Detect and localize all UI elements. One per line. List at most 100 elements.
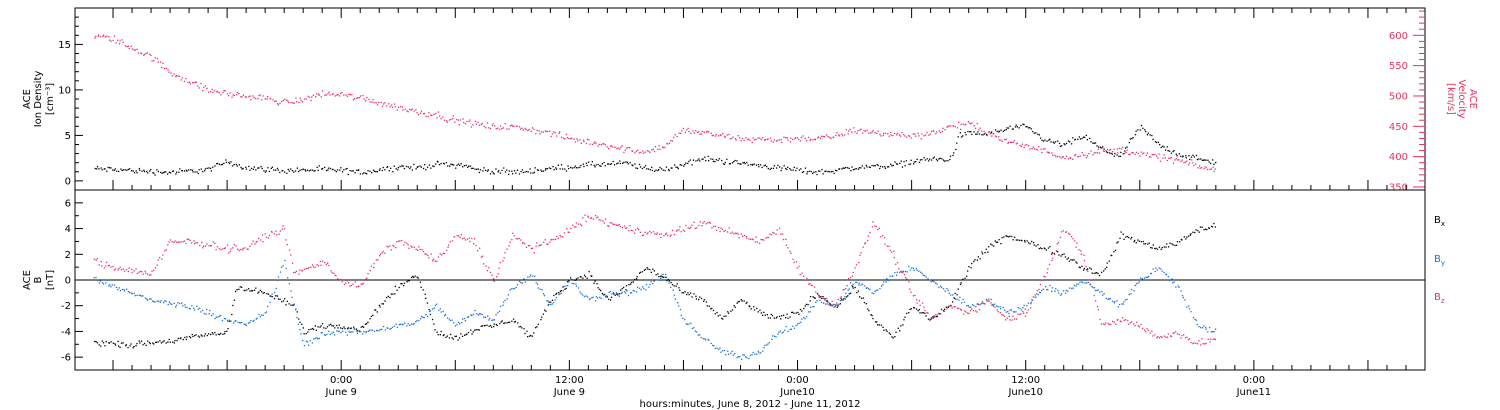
- velocity-axis-label-line3: [km/s]: [1445, 83, 1456, 115]
- top-series-1-point: [998, 136, 1000, 138]
- bottom-series-0-point: [508, 321, 511, 323]
- bottom-series-0-point: [203, 335, 206, 337]
- top-series-1-point: [1178, 159, 1180, 161]
- bottom-series-1-point: [630, 292, 633, 294]
- top-series-1-point: [416, 112, 418, 114]
- bottom-series-1-point: [880, 285, 883, 287]
- bottom-series-0-point: [756, 307, 758, 309]
- top-series-0-point: [1193, 156, 1195, 158]
- top-series-1-point: [1051, 152, 1053, 154]
- top-series-0-point: [887, 166, 889, 168]
- bottom-series-1-point: [674, 298, 676, 300]
- top-series-0-point: [527, 171, 529, 173]
- top-series-0-point: [565, 170, 568, 172]
- bottom-series-0-point: [261, 291, 263, 293]
- top-series-0-point: [451, 163, 453, 166]
- top-series-0-point: [877, 164, 879, 167]
- bottom-series-0-point: [604, 293, 606, 296]
- bottom-series-2-point: [1016, 318, 1018, 320]
- bottom-series-0-point: [821, 297, 823, 300]
- top-series-0-point: [1161, 145, 1164, 147]
- bottom-series-0-point: [1206, 228, 1208, 231]
- top-series-1-point: [893, 132, 896, 135]
- top-series-0-point: [981, 134, 983, 136]
- bottom-series-2-point: [696, 227, 698, 229]
- top-series-1-point: [460, 119, 462, 121]
- top-series-0-point: [327, 167, 330, 169]
- bottom-series-2-point: [884, 243, 886, 245]
- top-series-1-point: [728, 133, 730, 136]
- top-series-1-point: [1135, 151, 1138, 153]
- top-series-0-point: [204, 170, 206, 172]
- bottom-series-2-point: [171, 241, 173, 243]
- bottom-series-0-point: [378, 304, 381, 306]
- top-series-0-point: [403, 167, 406, 170]
- top-series-1-point: [706, 130, 709, 132]
- bottom-series-1-point: [994, 303, 996, 305]
- bottom-series-2-point: [848, 277, 850, 280]
- top-series-1-point: [145, 52, 147, 55]
- bottom-series-2-point: [639, 231, 642, 233]
- bottom-series-0-point: [906, 312, 908, 315]
- bottom-series-1-point: [664, 273, 667, 275]
- bottom-series-1-point: [645, 283, 648, 286]
- bottom-series-1-point: [997, 306, 999, 308]
- bottom-series-1-point: [175, 304, 178, 306]
- bottom-series-2-point: [512, 232, 514, 234]
- top-series-1-point: [134, 49, 136, 51]
- bottom-series-0-point: [933, 316, 935, 318]
- top-series-0-point: [1038, 134, 1040, 136]
- bottom-series-0-point: [165, 342, 167, 344]
- bottom-series-0-point: [305, 333, 307, 335]
- top-series-1-point: [351, 94, 353, 96]
- bottom-series-0-point: [217, 333, 220, 335]
- top-series-0-point: [679, 164, 681, 166]
- top-series-0-point: [671, 167, 673, 169]
- bottom-series-2-point: [1156, 337, 1158, 339]
- bottom-series-1-point: [1068, 287, 1071, 289]
- bottom-series-2-point: [656, 232, 658, 234]
- top-series-0-point: [424, 164, 426, 166]
- top-series-1-point: [772, 141, 774, 143]
- top-series-1-point: [960, 123, 962, 126]
- bottom-series-0-point: [506, 322, 508, 324]
- bottom-series-0-point: [1143, 243, 1145, 245]
- bottom-series-2-point: [191, 242, 193, 244]
- top-series-1-point: [213, 89, 216, 92]
- top-series-0-point: [780, 169, 782, 172]
- bottom-series-2-point: [249, 245, 251, 247]
- bottom-series-0-point: [606, 296, 608, 298]
- bottom-series-1-point: [1076, 283, 1078, 285]
- bottom-series-1-point: [885, 281, 887, 283]
- top-series-0-point: [1077, 138, 1079, 140]
- bottom-series-0-point: [1155, 247, 1157, 250]
- bottom-series-1-point: [438, 309, 440, 312]
- top-series-0-point: [975, 133, 977, 135]
- bottom-series-0-point: [945, 306, 947, 308]
- bottom-series-1-point: [365, 331, 368, 333]
- bottom-series-1-point: [1200, 327, 1202, 329]
- top-series-0-point: [674, 164, 676, 166]
- bottom-series-1-point: [171, 303, 173, 305]
- bottom-series-1-point: [1079, 281, 1081, 283]
- top-series-0-point: [750, 163, 752, 166]
- bottom-series-0-point: [675, 285, 677, 287]
- top-series-0-point: [676, 166, 679, 168]
- bottom-series-2-point: [611, 222, 613, 224]
- bottom-series-2-point: [808, 283, 810, 285]
- top-series-0-point: [882, 166, 884, 168]
- bottom-series-1-point: [575, 283, 577, 285]
- bottom-series-2-point: [1009, 319, 1011, 321]
- bottom-series-1-point: [334, 334, 336, 336]
- top-series-1-point: [495, 128, 497, 130]
- bottom-series-0-point: [286, 300, 288, 302]
- bottom-series-2-point: [1172, 332, 1174, 334]
- top-series-0-point: [808, 170, 810, 172]
- top-series-0-point: [1033, 132, 1035, 134]
- bottom-series-2-point: [1012, 315, 1014, 317]
- top-series-1-point: [354, 98, 356, 100]
- top-series-1-point: [231, 96, 233, 98]
- bottom-series-1-point: [1089, 283, 1091, 285]
- bottom-series-2-point: [384, 252, 386, 254]
- bottom-series-2-point: [228, 252, 230, 254]
